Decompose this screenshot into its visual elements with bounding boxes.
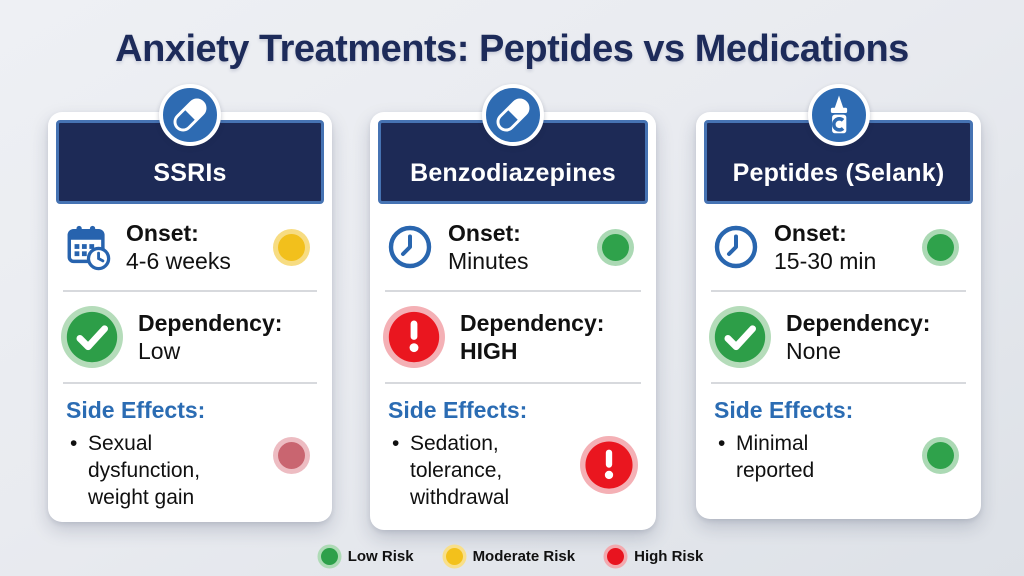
divider [63, 290, 317, 292]
card-benzodiazepines: Benzodiazepines Onset: Minutes Dependenc… [370, 84, 656, 530]
high-risk-muted-dot [278, 442, 305, 469]
onset-row: Onset: Minutes [370, 204, 656, 290]
pill-icon [159, 84, 221, 146]
onset-label: Onset: [448, 220, 521, 246]
dependency-row: Dependency: HIGH [370, 292, 656, 382]
low-risk-dot [927, 442, 954, 469]
divider [385, 290, 641, 292]
risk-legend: Low Risk Moderate Risk High Risk [0, 548, 1024, 565]
nasal-spray-icon [807, 84, 870, 146]
onset-label: Onset: [774, 220, 847, 246]
dependency-label: Dependency: [786, 310, 931, 336]
legend-item-high: High Risk [607, 548, 703, 565]
dependency-row: Dependency: None [696, 292, 981, 382]
side-effects-section: Side Effects: Sedation, tolerance, withd… [370, 384, 656, 511]
legend-item-low: Low Risk [320, 548, 414, 565]
divider [711, 382, 966, 384]
low-risk-dot [927, 233, 954, 261]
card-peptides-selank: Peptides (Selank) Onset: 15-30 min Depen… [696, 84, 981, 519]
exclamation-circle-icon [383, 306, 445, 368]
exclamation-circle-icon [580, 436, 638, 494]
dependency-label: Dependency: [138, 310, 283, 336]
low-risk-dot [602, 233, 629, 261]
onset-value: Minutes [448, 248, 529, 274]
legend-label: Low Risk [347, 548, 414, 565]
side-effects-text: Minimal reported [714, 430, 870, 484]
moderate-risk-dot [445, 548, 463, 565]
check-circle-icon [709, 306, 771, 368]
dependency-value: HIGH [460, 338, 518, 364]
side-effects-item: Minimal reported [714, 430, 967, 484]
dependency-value: None [786, 338, 841, 364]
side-effects-heading: Side Effects: [66, 397, 206, 423]
low-risk-dot [320, 548, 338, 565]
side-effects-section: Side Effects: Minimal reported [696, 384, 981, 484]
dependency-label: Dependency: [460, 310, 605, 336]
high-risk-dot [607, 548, 625, 565]
clock-icon [388, 225, 432, 269]
legend-label: High Risk [634, 548, 704, 565]
card-title: SSRIs [153, 159, 227, 187]
divider [63, 382, 317, 384]
side-effects-heading: Side Effects: [714, 397, 854, 423]
card-title: Peptides (Selank) [732, 159, 945, 187]
clock-icon [714, 225, 758, 269]
side-effects-item: Sedation, tolerance, withdrawal [388, 430, 642, 511]
side-effects-heading: Side Effects: [388, 397, 528, 423]
card-header-peptides: Peptides (Selank) [704, 120, 973, 204]
card-title: Benzodiazepines [410, 159, 616, 187]
side-effects-item: Sexual dysfunction, weight gain [66, 430, 318, 511]
legend-item-moderate: Moderate Risk [445, 548, 576, 565]
legend-label: Moderate Risk [472, 548, 576, 565]
onset-row: Onset: 15-30 min [696, 204, 981, 290]
dependency-row: Dependency: Low [48, 292, 332, 382]
side-effects-text: Sexual dysfunction, weight gain [66, 430, 222, 511]
onset-row: Onset: 4-6 weeks [48, 204, 332, 290]
moderate-risk-dot [278, 233, 305, 261]
side-effects-section: Side Effects: Sexual dysfunction, weight… [48, 384, 332, 511]
calendar-clock-icon [67, 225, 111, 271]
check-circle-icon [61, 306, 123, 368]
pill-icon [482, 84, 544, 146]
dependency-value: Low [138, 338, 181, 364]
card-ssris: SSRIs Onset: 4-6 weeks Depend [48, 84, 332, 522]
onset-label: Onset: [126, 220, 199, 246]
divider [711, 290, 966, 292]
divider [385, 382, 641, 384]
page-title: Anxiety Treatments: Peptides vs Medicati… [115, 28, 909, 70]
onset-value: 4-6 weeks [126, 248, 231, 274]
side-effects-text: Sedation, tolerance, withdrawal [388, 430, 544, 511]
onset-value: 15-30 min [774, 248, 877, 274]
